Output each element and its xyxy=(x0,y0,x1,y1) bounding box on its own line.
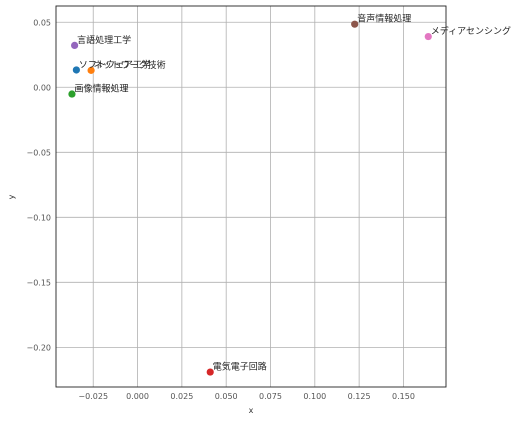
y-tick-label: −0.15 xyxy=(26,278,51,287)
grid-layer xyxy=(56,6,446,387)
data-point xyxy=(424,32,432,41)
point-label: ネットワーク技術 xyxy=(94,59,166,71)
point-label: ソフトウェア工学 xyxy=(79,58,151,70)
data-point xyxy=(71,41,79,50)
x-tick-label: −0.025 xyxy=(78,392,108,401)
point-label: 言語処理工学 xyxy=(77,34,131,46)
data-point xyxy=(68,90,76,98)
plot-frame xyxy=(55,5,447,388)
y-tick-label: 0.05 xyxy=(33,18,51,27)
y-axis-title: y xyxy=(7,194,16,199)
x-tick-label: 0.125 xyxy=(348,392,371,401)
x-tick-label: 0.000 xyxy=(126,392,149,401)
point-label: 画像情報処理 xyxy=(74,83,128,95)
y-tick-label: −0.10 xyxy=(26,213,51,222)
x-axis-title: x xyxy=(249,406,254,415)
point-label: 音声情報処理 xyxy=(357,13,411,25)
y-tick-label: −0.05 xyxy=(26,148,51,157)
data-point xyxy=(72,66,80,74)
x-tick-label: 0.050 xyxy=(215,392,238,401)
y-tick-labels: 0.05 0.00 −0.05 −0.10 −0.15 −0.20 xyxy=(26,18,51,352)
data-points xyxy=(68,20,432,376)
x-tick-label: 0.150 xyxy=(392,392,415,401)
data-point xyxy=(87,66,95,74)
x-tick-label: 0.075 xyxy=(259,392,282,401)
data-point xyxy=(206,368,214,376)
point-label: 電気電子回路 xyxy=(213,361,267,373)
y-tick-label: 0.00 xyxy=(33,83,51,92)
y-tick-label: −0.20 xyxy=(26,343,51,352)
data-point xyxy=(351,20,359,28)
x-tick-label: 0.025 xyxy=(170,392,193,401)
point-label: メディアセンシング xyxy=(431,25,511,37)
x-tick-label: 0.100 xyxy=(303,392,326,401)
x-tick-labels: −0.025 0.000 0.025 0.050 0.075 0.100 0.125 0.15… xyxy=(78,392,414,401)
